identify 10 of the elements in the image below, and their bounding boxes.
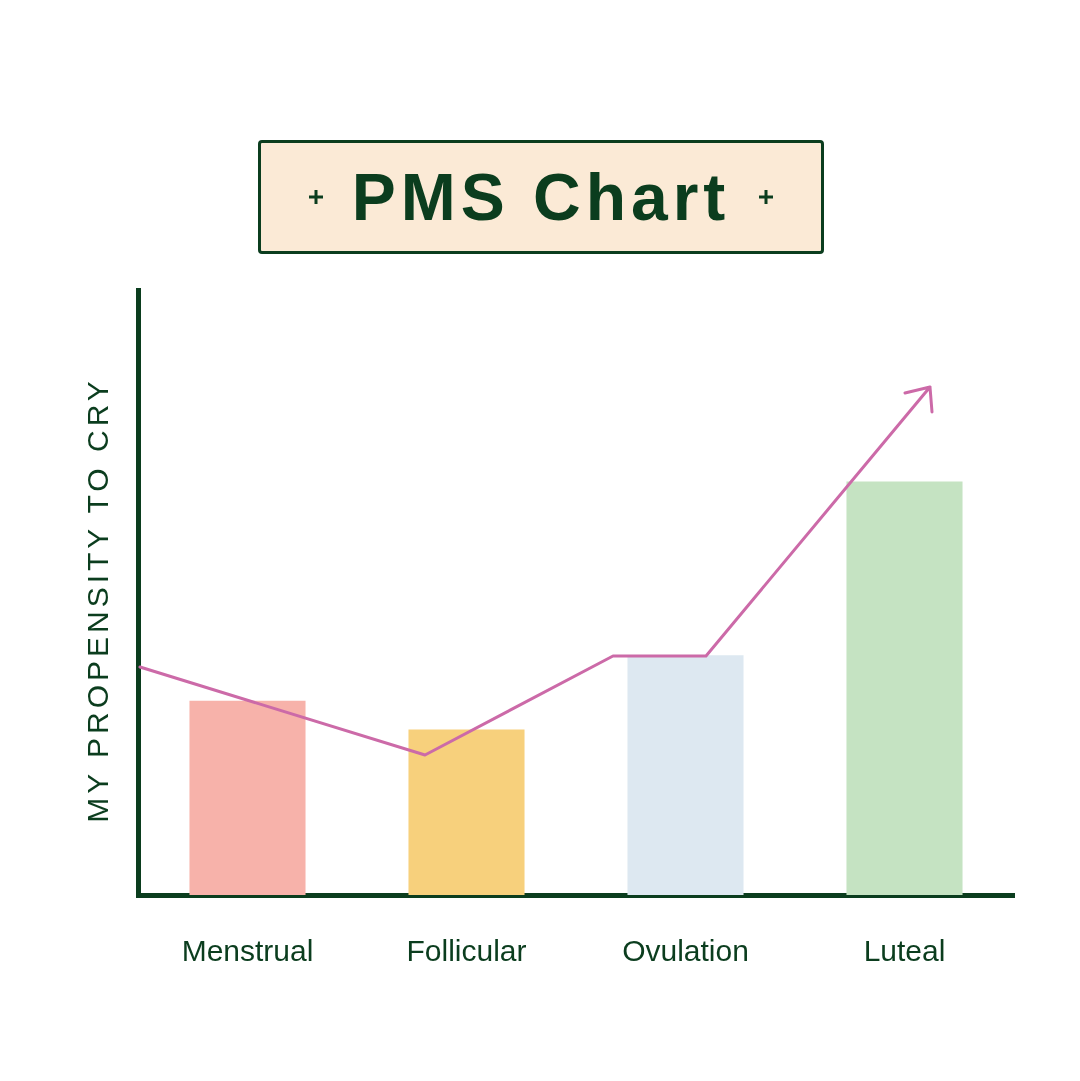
x-tick-label: Luteal (863, 934, 946, 968)
y-axis-title: MY PROPENSITY TO CRY (81, 377, 115, 823)
x-tick-label: Follicular (406, 934, 527, 968)
x-tick-label: Menstrual (181, 934, 314, 968)
bar (189, 700, 306, 895)
bar (846, 481, 963, 895)
bar (627, 655, 744, 895)
x-tick-label: Ovulation (622, 934, 749, 968)
chart-title: PMS Chart (351, 159, 731, 235)
bar (408, 729, 525, 895)
